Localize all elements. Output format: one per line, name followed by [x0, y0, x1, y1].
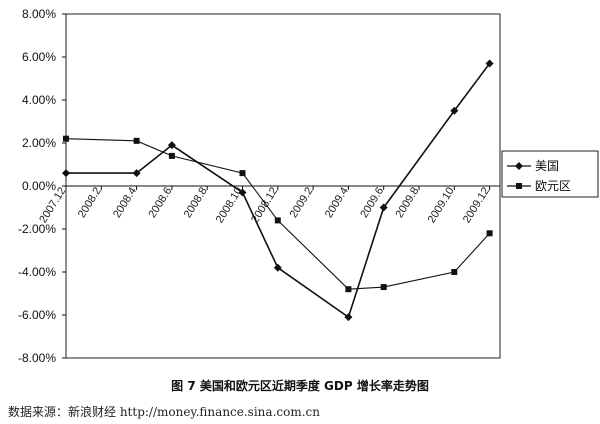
data-point-us [167, 141, 176, 150]
data-point-eurozone [133, 137, 140, 144]
legend-marker-diamond [515, 162, 523, 170]
data-point-eurozone [168, 152, 175, 159]
data-point-eurozone [239, 170, 246, 177]
data-point-us [485, 59, 494, 68]
series-group [62, 59, 494, 322]
data-point-us [62, 169, 70, 178]
data-source: 数据来源：新浪财经 http://money.finance.sina.com.… [8, 405, 320, 419]
data-point-us [273, 263, 282, 272]
data-point-us [379, 203, 388, 212]
data-point-eurozone [380, 284, 387, 291]
y-tick-label: 6.00% [22, 50, 56, 64]
y-tick-label: -8.00% [18, 351, 56, 365]
gdp-growth-chart: 8.00% 6.00% 4.00% 2.00% 0.00% -2.00% -4.00% -6.… [18, 7, 599, 365]
legend-label: 欧元区 [535, 179, 571, 193]
legend-box [501, 150, 599, 198]
y-tick-label: -4.00% [18, 265, 56, 279]
data-point-us [344, 313, 353, 322]
y-tick-label: -6.00% [18, 308, 56, 322]
y-tick-label: 4.00% [22, 93, 56, 107]
legend-marker-square [516, 183, 522, 189]
data-point-us [238, 188, 247, 197]
data-point-eurozone [63, 135, 69, 142]
data-point-eurozone [345, 286, 352, 293]
y-tick-label: 8.00% [22, 7, 56, 21]
y-axis-ticks: 8.00% 6.00% 4.00% 2.00% 0.00% -2.00% -4.00% -6.… [18, 7, 66, 365]
data-point-eurozone [486, 230, 493, 237]
data-point-us [132, 169, 141, 178]
data-point-us [450, 106, 459, 115]
y-tick-label: 0.00% [22, 179, 56, 193]
y-tick-label: 2.00% [22, 136, 56, 150]
y-tick-label: -2.00% [18, 222, 56, 236]
figure-caption: 图 7 美国和欧元区近期季度 GDP 增长率走势图 [171, 379, 429, 393]
legend-label: 美国 [535, 159, 559, 173]
data-point-eurozone [274, 217, 281, 224]
data-point-eurozone [451, 269, 458, 275]
